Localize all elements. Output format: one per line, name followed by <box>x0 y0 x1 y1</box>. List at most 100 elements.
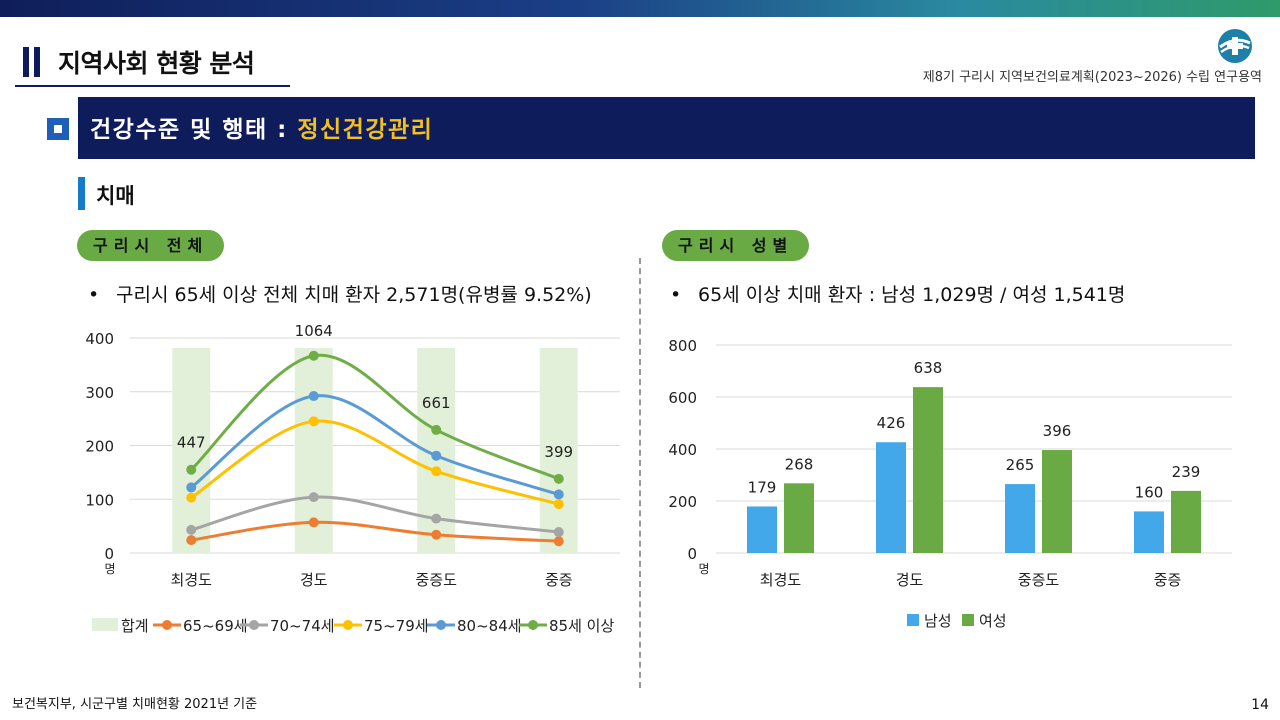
series-point <box>431 450 442 461</box>
female-bar <box>913 387 943 553</box>
bar-data-label: 160 <box>1135 483 1164 501</box>
series-point <box>553 473 564 484</box>
x-tick-label: 중증도 <box>1018 571 1060 589</box>
series-point <box>308 350 319 361</box>
x-tick-label: 중증도 <box>416 571 458 589</box>
series-point <box>553 527 564 538</box>
legend-label: 남성 <box>924 612 952 630</box>
y-tick-label: 800 <box>668 337 697 355</box>
source-note: 보건복지부, 시군구별 치매현황 2021년 기준 <box>12 697 258 712</box>
bar-data-label: 638 <box>914 359 943 377</box>
series-point <box>553 489 564 500</box>
y-tick-label: 600 <box>668 389 697 407</box>
y-tick-label: 0 <box>104 545 114 563</box>
legend-label: 여성 <box>979 612 1007 630</box>
legend-label: 85세 이상 <box>549 617 614 635</box>
legend-label: 75~79세 <box>364 617 429 635</box>
legend-label: 합계 <box>121 617 149 635</box>
y-tick-label: 0 <box>687 545 697 563</box>
series-point <box>186 492 197 503</box>
series-point <box>186 482 197 493</box>
total-data-label: 1064 <box>295 322 333 340</box>
series-point <box>431 424 442 435</box>
legend-label: 65~69세 <box>183 617 248 635</box>
total-data-label: 447 <box>177 434 206 452</box>
x-tick-label: 최경도 <box>171 571 213 589</box>
page-title: 지역사회 현황 분석 <box>58 49 255 78</box>
y-tick-label: 300 <box>85 384 114 402</box>
x-tick-label: 경도 <box>300 571 328 589</box>
legend-marker <box>436 620 446 630</box>
bar-data-label: 396 <box>1043 422 1072 440</box>
series-point <box>431 529 442 540</box>
bullet-gender-text: 65세 이상 치매 환자 : 남성 1,029명 / 여성 1,541명 <box>698 284 1126 306</box>
y-tick-label: 200 <box>668 493 697 511</box>
logo-icon <box>1218 29 1252 63</box>
bullet-dot: • <box>88 284 100 306</box>
series-line <box>191 520 559 543</box>
section-title: 건강수준 및 행태 : 정신건강관리 <box>90 110 433 144</box>
total-bar <box>172 348 211 553</box>
legend-swatch-total <box>92 618 118 631</box>
bullet-dot: • <box>670 284 682 306</box>
bullet-total: • 구리시 65세 이상 전체 치매 환자 2,571명(유병률 9.52%) <box>88 280 592 307</box>
pill-total: 구리시 전체 <box>77 230 225 261</box>
legend-marker <box>528 620 538 630</box>
y-unit-label: 명 <box>698 562 709 576</box>
section-title-prefix: 건강수준 및 행태 : <box>90 117 298 143</box>
series-line <box>190 495 559 534</box>
series-point <box>308 416 319 427</box>
series-point <box>431 513 442 524</box>
title-underline <box>15 85 290 87</box>
x-tick-label: 경도 <box>896 571 924 589</box>
series-point <box>186 524 197 535</box>
bullet-total-text: 구리시 65세 이상 전체 치매 환자 2,571명(유병률 9.52%) <box>116 284 592 306</box>
subsection-title: 치매 <box>96 184 135 208</box>
series-point <box>308 517 319 528</box>
series-point <box>308 391 319 402</box>
y-unit-label: 명 <box>104 562 115 576</box>
legend-label: 80~84세 <box>457 617 522 635</box>
series-point <box>431 466 442 477</box>
y-tick-label: 100 <box>85 491 114 509</box>
project-note: 제8기 구리시 지역보건의료계획(2023~2026) 수립 연구용역 <box>922 70 1262 85</box>
x-tick-label: 중증 <box>545 571 573 589</box>
female-bar <box>1171 490 1201 553</box>
bar-data-label: 426 <box>877 414 906 432</box>
legend-swatch <box>907 614 919 626</box>
series-point <box>186 535 197 546</box>
section-band <box>78 97 1255 159</box>
total-data-label: 399 <box>544 443 573 461</box>
bar-data-label: 239 <box>1172 463 1201 481</box>
y-tick-label: 400 <box>668 441 697 459</box>
page-number: 14 <box>1251 697 1269 713</box>
series-point <box>308 492 319 503</box>
series-point <box>186 464 197 475</box>
y-tick-label: 400 <box>85 330 114 348</box>
title-marker-icon <box>23 47 41 77</box>
legend-marker <box>249 620 259 630</box>
panel-divider <box>639 258 641 688</box>
bar-data-label: 265 <box>1006 456 1035 474</box>
male-bar <box>747 506 777 553</box>
section-marker-icon <box>47 118 69 140</box>
bar-data-label: 179 <box>748 478 777 496</box>
total-bar <box>539 348 578 553</box>
series-point <box>553 499 564 510</box>
legend-swatch <box>962 614 974 626</box>
y-tick-label: 200 <box>85 438 114 456</box>
top-gradient-bar <box>0 0 1280 17</box>
section-title-highlight: 정신건강관리 <box>297 117 434 143</box>
legend-marker <box>343 620 353 630</box>
bullet-gender: • 65세 이상 치매 환자 : 남성 1,029명 / 여성 1,541명 <box>670 280 1125 307</box>
male-bar <box>876 442 906 553</box>
pill-gender: 구리시 성별 <box>662 230 810 261</box>
series-point <box>553 536 564 547</box>
x-tick-label: 최경도 <box>760 571 802 589</box>
series-line <box>190 394 560 496</box>
series-line <box>190 419 560 506</box>
series-line <box>190 353 560 481</box>
female-bar <box>1042 450 1072 553</box>
